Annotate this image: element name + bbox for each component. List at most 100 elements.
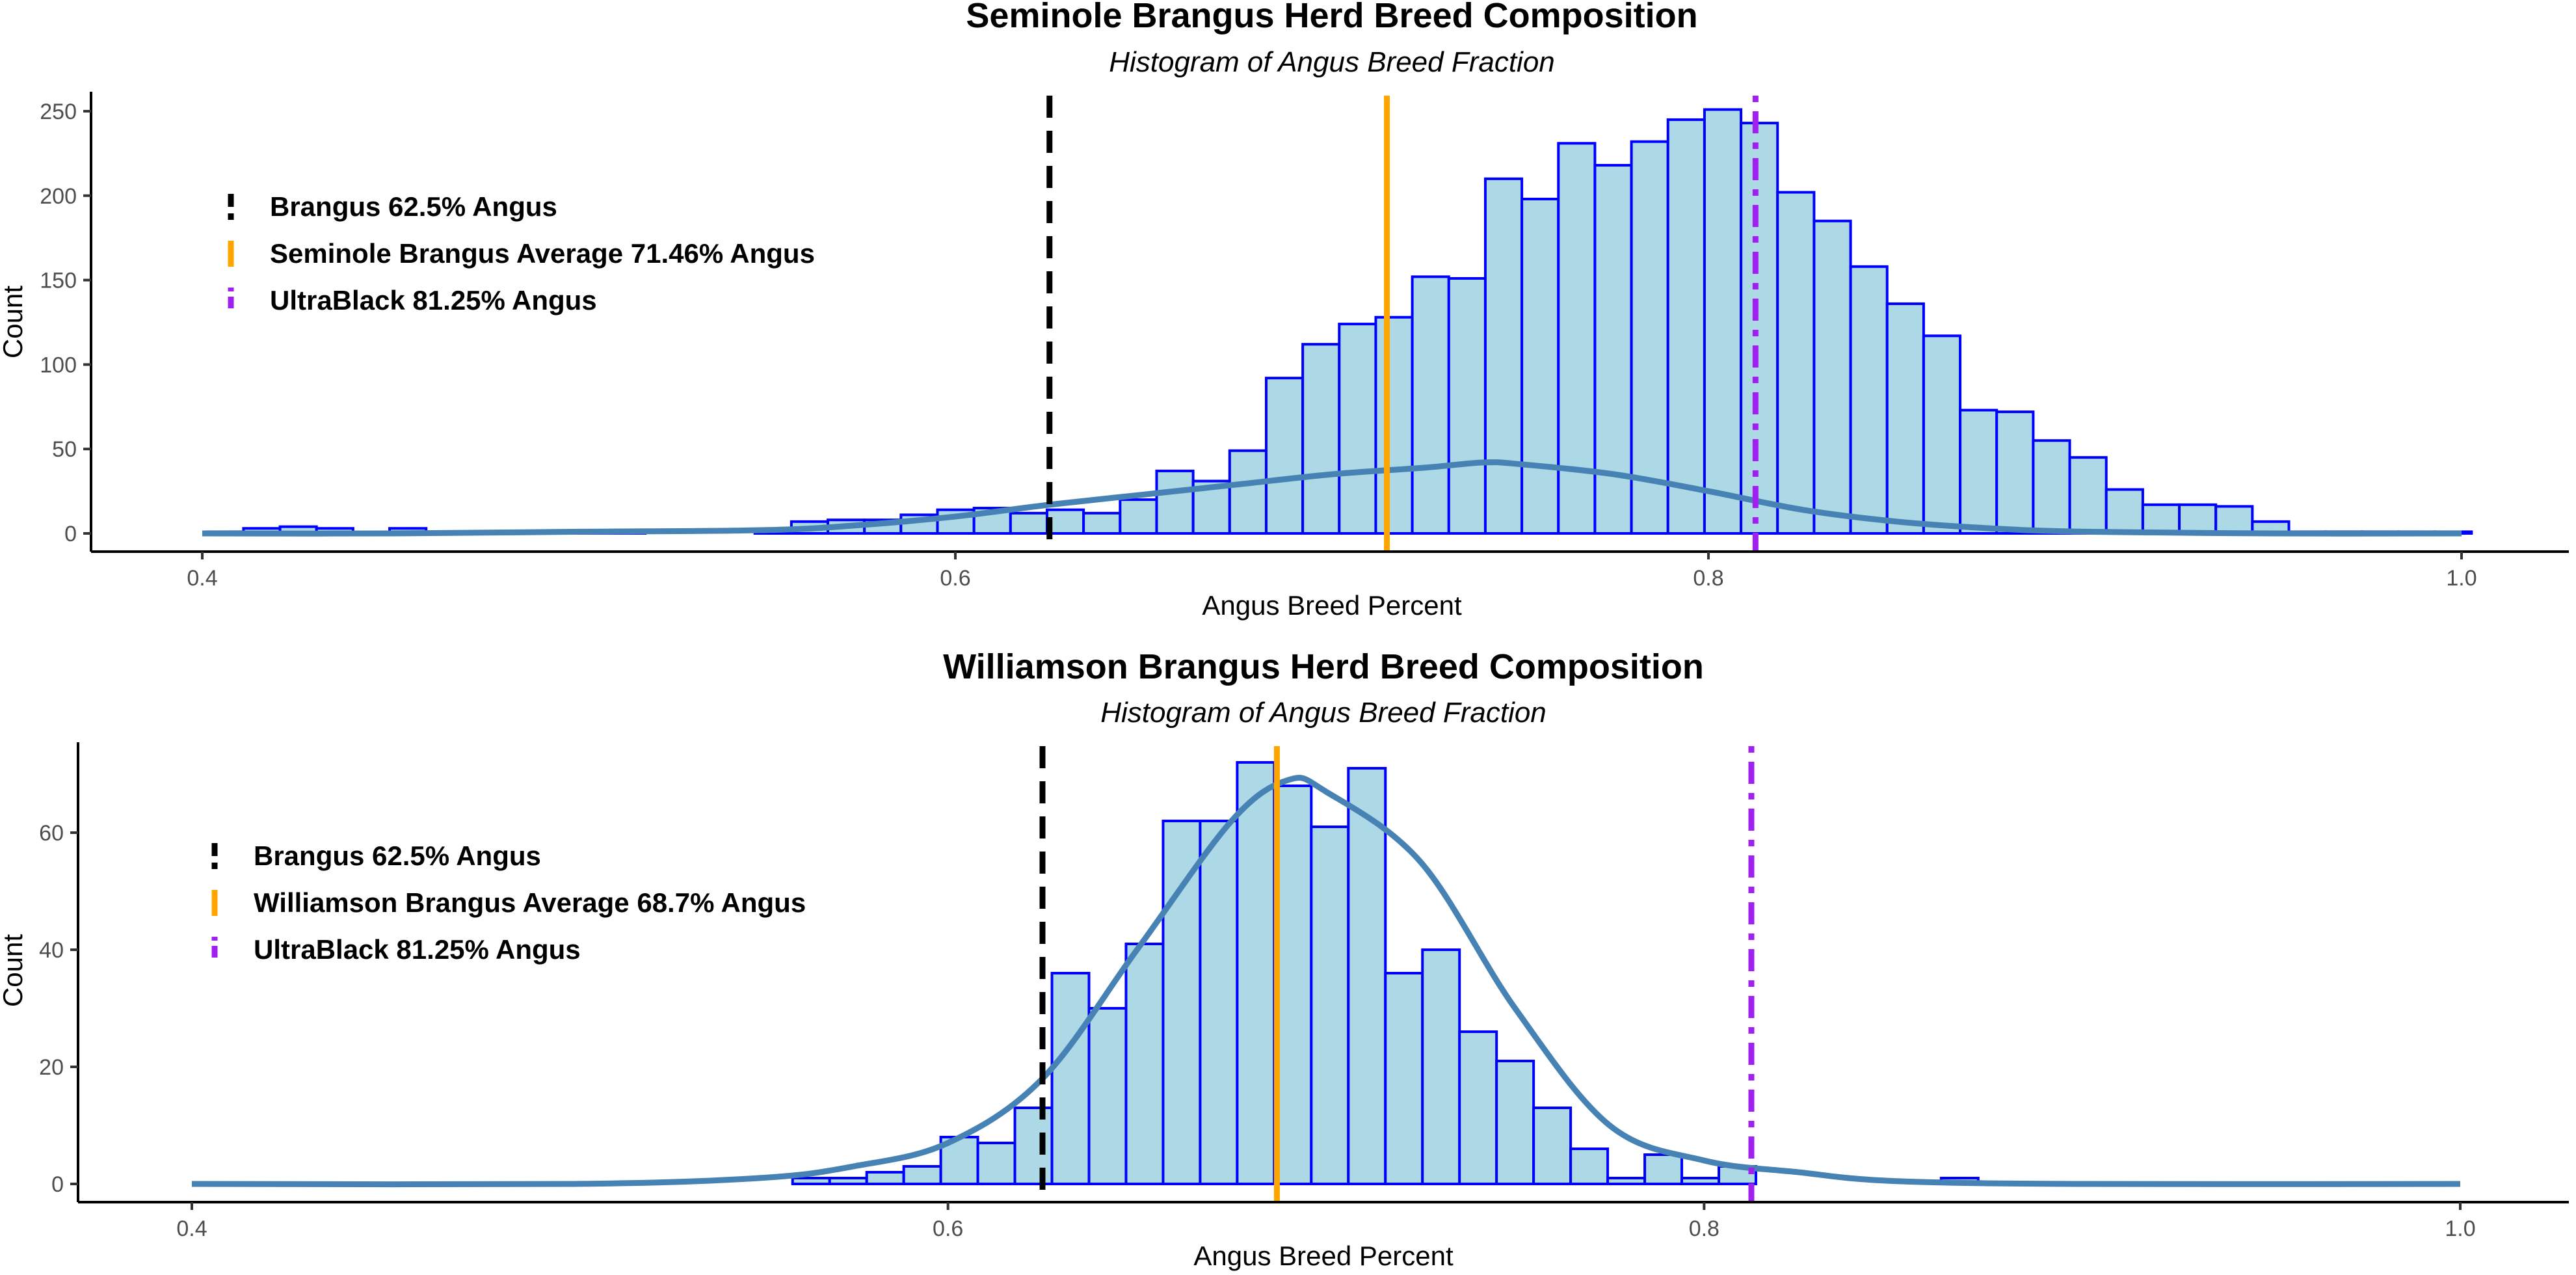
histogram-bar: [1411, 275, 1450, 535]
legend-label: UltraBlack 81.25% Angus: [270, 285, 597, 315]
histogram-bar: [1812, 219, 1852, 535]
histogram-bar: [1740, 122, 1779, 535]
histogram-bar: [1483, 177, 1524, 535]
histogram-bar: [1495, 1060, 1535, 1185]
y-axis-title: Count: [0, 286, 28, 358]
histogram-bar: [1347, 767, 1387, 1185]
x-tick-label: 0.8: [1689, 1216, 1720, 1241]
histogram-bar: [1119, 498, 1158, 535]
legend: Brangus 62.5% Angus Williamson Brangus Av…: [211, 840, 806, 965]
histogram-bar: [1228, 449, 1268, 535]
histogram-bar: [1643, 1153, 1684, 1185]
histogram-bar: [1384, 972, 1424, 1185]
y-tick-label: 50: [52, 437, 77, 462]
ref-lines-layer: [1046, 96, 1759, 552]
x-axis-title: Angus Breed Percent: [1202, 590, 1462, 621]
y-tick-label: 0: [51, 1172, 64, 1197]
histogram-bar: [2032, 439, 2071, 535]
histogram-bar: [2178, 503, 2218, 535]
histogram-bar: [902, 1165, 942, 1185]
histogram-bar: [2214, 505, 2254, 535]
histogram-bar: [1557, 142, 1597, 535]
histogram-bar: [939, 1136, 979, 1185]
histogram-bar: [1013, 1107, 1054, 1185]
histogram-bar: [2068, 456, 2108, 535]
histogram-bar: [1155, 469, 1195, 535]
histogram-bar: [1703, 108, 1743, 535]
histogram-bar: [1162, 820, 1202, 1185]
y-tick-label: 150: [40, 269, 77, 293]
histogram-bar: [1050, 972, 1091, 1185]
y-tick-label: 0: [64, 522, 77, 546]
histogram-bar: [1301, 343, 1341, 535]
histogram-bar: [1447, 276, 1487, 535]
histogram-bar: [1776, 191, 1816, 535]
histogram-bar: [1338, 323, 1377, 535]
y-tick-label: 60: [39, 821, 64, 846]
histogram-bar: [1421, 948, 1461, 1185]
chart-title: Seminole Brangus Herd Breed Composition: [966, 0, 1697, 35]
histogram-bar: [1520, 197, 1560, 535]
legend-label: Brangus 62.5% Angus: [270, 191, 557, 222]
x-tick-label: 1.0: [2445, 1216, 2475, 1241]
legend-label: Seminole Brangus Average 71.46% Angus: [270, 238, 815, 269]
panel-williamson: Williamson Brangus Herd Breed Compositio…: [0, 647, 2569, 1271]
histogram-bar: [976, 1142, 1016, 1185]
histogram-bar: [1264, 377, 1305, 535]
legend-label: Brangus 62.5% Angus: [254, 840, 541, 871]
bars-layer: [206, 108, 2473, 535]
y-tick-label: 20: [39, 1055, 64, 1080]
histogram-bar: [1680, 1177, 1721, 1185]
chart-title: Williamson Brangus Herd Breed Compositio…: [943, 647, 1704, 686]
histogram-bar: [1959, 409, 1998, 535]
density-layer: [191, 775, 2461, 1188]
histogram-bar: [1569, 1148, 1610, 1185]
histogram-bar: [1124, 943, 1165, 1185]
ref-lines-layer: [1039, 746, 1755, 1202]
x-tick-label: 0.6: [933, 1216, 963, 1241]
axes-layer: 0.4 0.6 0.8 1.0 0 20 40 60: [39, 742, 2569, 1241]
y-axis-title: Count: [0, 934, 28, 1007]
x-axis-title: Angus Breed Percent: [1193, 1241, 1454, 1271]
histogram-bar: [1310, 825, 1350, 1185]
chart-subtitle: Histogram of Angus Breed Fraction: [1109, 46, 1555, 78]
histogram-bar: [1199, 820, 1239, 1185]
histogram-bar: [1082, 511, 1122, 535]
bars-layer: [791, 761, 1980, 1185]
histogram-bar: [1922, 334, 1962, 535]
y-tick-label: 100: [40, 353, 77, 377]
histogram-bar: [1666, 118, 1706, 535]
legend-label: Williamson Brangus Average 68.7% Angus: [254, 887, 806, 918]
histogram-bar: [1458, 1030, 1498, 1185]
x-tick-label: 0.4: [176, 1216, 207, 1241]
histogram-bar: [1045, 508, 1085, 535]
histogram-bar: [1606, 1177, 1647, 1185]
histogram-bar: [1995, 410, 2035, 535]
axes-layer: 0.4 0.6 0.8 1.0 0 50 100 150 200 250: [40, 92, 2569, 591]
histogram-bar: [1532, 1107, 1573, 1185]
histogram-bar: [1849, 265, 1889, 535]
panel-seminole: Seminole Brangus Herd Breed Composition …: [0, 0, 2569, 621]
x-tick-label: 0.6: [940, 566, 970, 591]
legend: Brangus 62.5% Angus Seminole Brangus Aver…: [228, 191, 815, 315]
x-tick-label: 1.0: [2446, 566, 2476, 591]
histogram-bar: [1885, 302, 1925, 535]
histogram-bar: [791, 1177, 831, 1185]
histogram-bar: [1009, 511, 1048, 535]
histogram-bar: [2105, 488, 2144, 535]
histogram-bar: [865, 1171, 905, 1185]
density-curve: [191, 775, 2461, 1188]
y-tick-label: 200: [40, 184, 77, 209]
histogram-bar: [1087, 1007, 1128, 1185]
x-tick-label: 0.8: [1693, 566, 1723, 591]
y-tick-label: 250: [40, 100, 77, 124]
histogram-bar: [1630, 140, 1669, 535]
x-tick-label: 0.4: [187, 566, 217, 591]
histogram-bar: [1374, 315, 1414, 535]
histogram-bar: [1236, 761, 1276, 1185]
chart-subtitle: Histogram of Angus Breed Fraction: [1100, 697, 1547, 729]
legend-label: UltraBlack 81.25% Angus: [254, 934, 581, 965]
histogram-bar: [828, 1177, 868, 1185]
y-tick-label: 40: [39, 938, 64, 963]
